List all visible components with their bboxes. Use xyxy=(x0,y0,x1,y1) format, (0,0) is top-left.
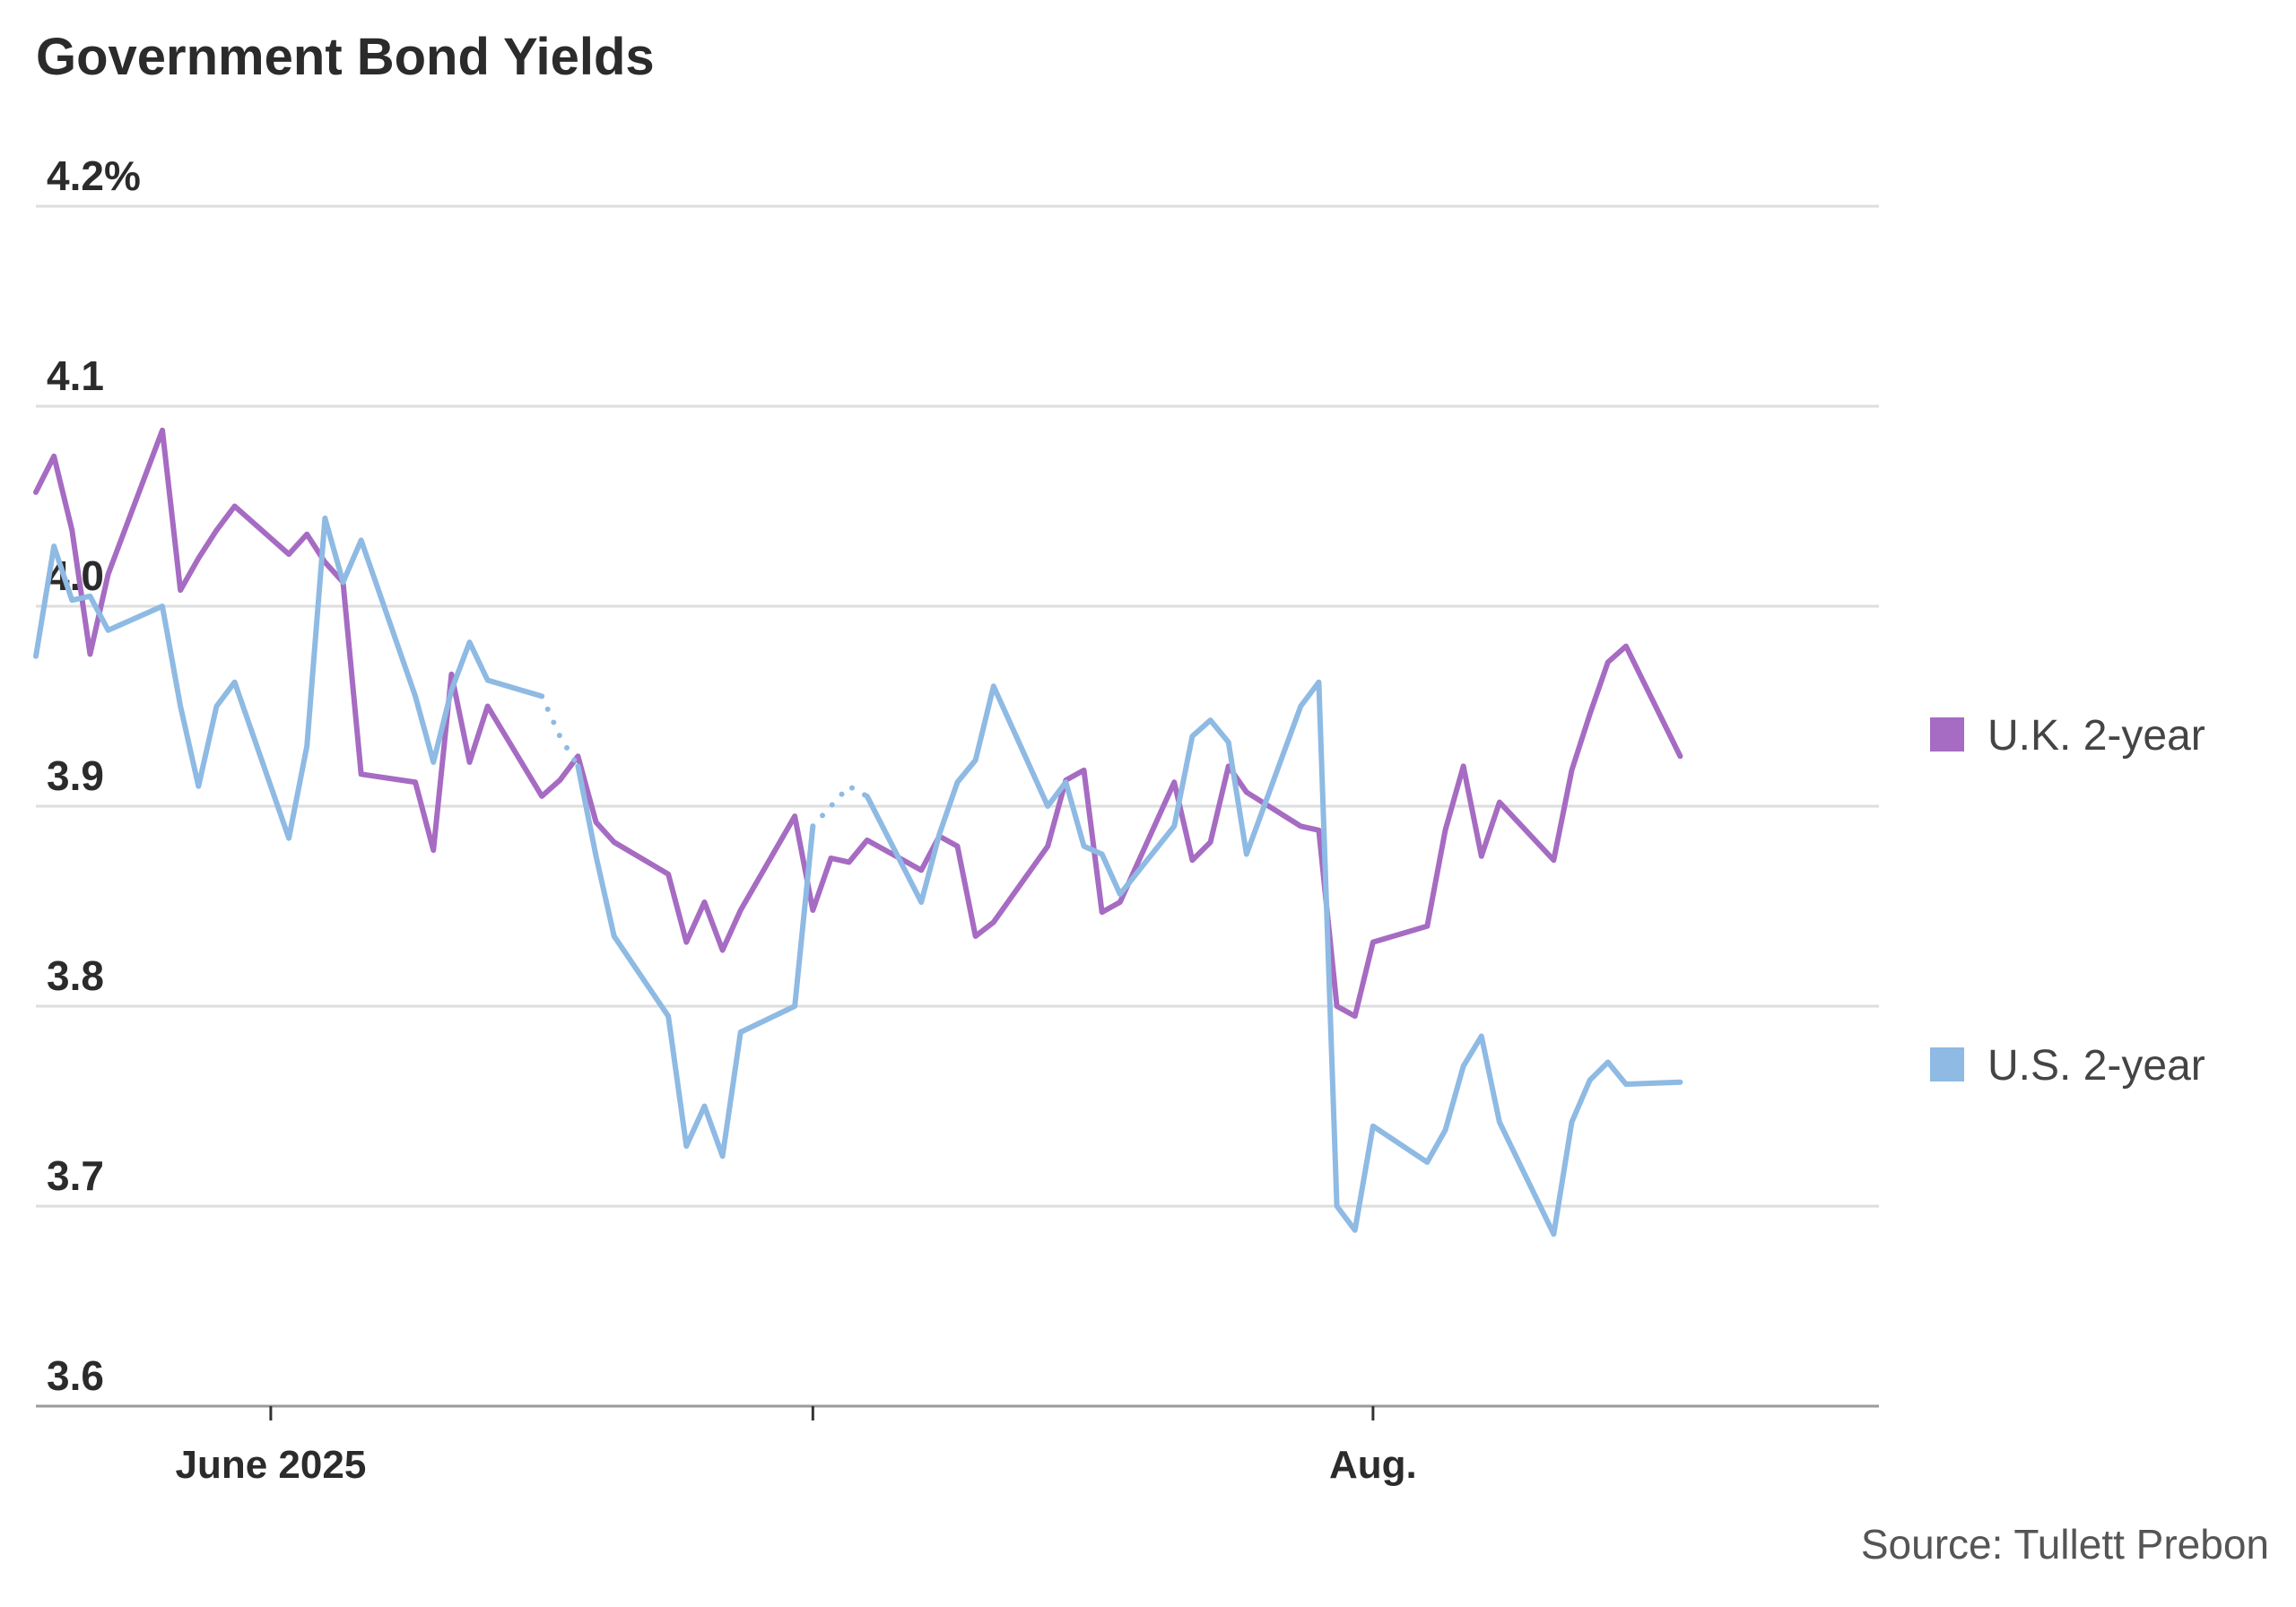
y-tick-label: 3.6 xyxy=(47,1352,104,1399)
legend-label: U.K. 2-year xyxy=(1987,712,2205,760)
series-line xyxy=(864,679,1683,1238)
series-uk-2-year xyxy=(33,427,1683,1020)
y-tick-label: 3.8 xyxy=(47,952,104,999)
series-lines xyxy=(33,427,1683,1238)
series-line xyxy=(575,763,816,1160)
legend: U.K. 2-year U.S. 2-year xyxy=(1930,712,2205,1090)
x-tick-label: Aug. xyxy=(1329,1443,1417,1487)
series-line xyxy=(33,427,1683,1020)
y-axis-ticks: 4.2%4.14.03.93.83.73.6 xyxy=(47,152,141,1399)
y-tick-label: 3.7 xyxy=(47,1152,104,1199)
legend-swatch xyxy=(1930,1047,1964,1081)
x-tick-label: June 2025 xyxy=(176,1443,367,1487)
series-gap-dotted xyxy=(810,782,870,830)
y-tick-label: 4.1 xyxy=(47,352,104,399)
x-axis: June 2025 Aug. xyxy=(36,1404,1879,1487)
source-note: Source: Tullett Prebon xyxy=(1861,1521,2269,1568)
y-tick-label: 4.2% xyxy=(47,152,141,199)
chart-title: Government Bond Yields xyxy=(36,28,655,86)
legend-label: U.S. 2-year xyxy=(1987,1042,2205,1090)
series-us-2-year xyxy=(33,515,1683,1238)
legend-swatch xyxy=(1930,717,1964,751)
series-gap-dotted xyxy=(539,693,581,769)
series-line xyxy=(33,515,545,841)
y-tick-label: 3.9 xyxy=(47,752,104,799)
